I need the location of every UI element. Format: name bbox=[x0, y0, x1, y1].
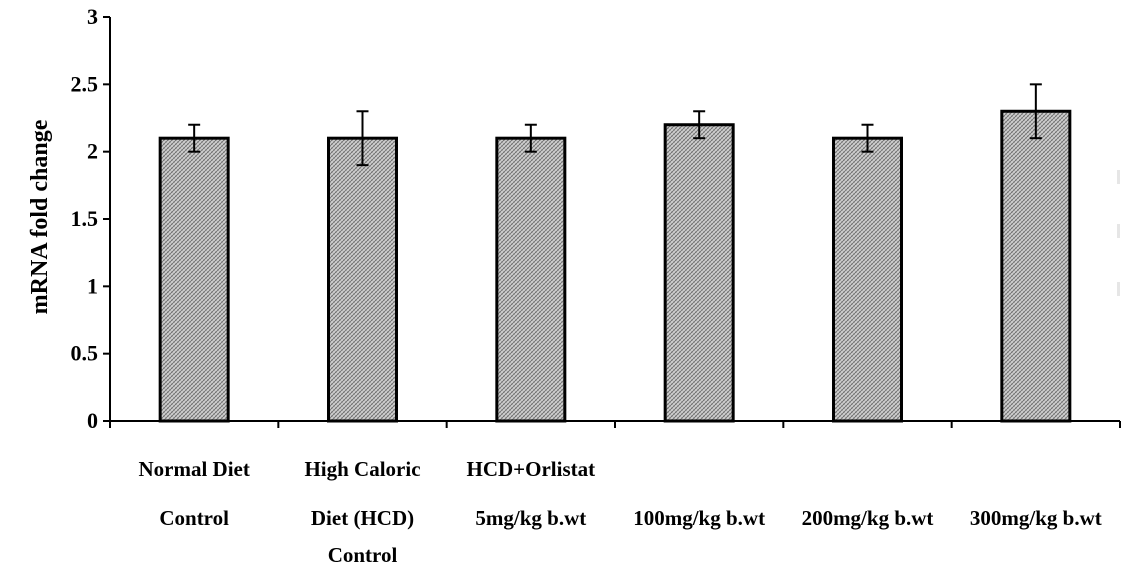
y-axis-ticks: 0 0.5 1 1.5 2 2.5 3 bbox=[71, 4, 110, 433]
bar bbox=[327, 136, 398, 423]
category-label-line: Diet (HCD) bbox=[311, 506, 414, 530]
category-label-line: 100mg/kg b.wt bbox=[633, 506, 765, 530]
category-label: 100mg/kg b.wt bbox=[633, 506, 765, 530]
category-label: High Caloric Diet (HCD) Control bbox=[304, 457, 420, 567]
x-axis-ticks bbox=[109, 421, 1121, 428]
y-tick-label: 2.5 bbox=[71, 71, 99, 96]
bar bbox=[832, 136, 903, 423]
y-tick-label: 0.5 bbox=[71, 341, 99, 366]
category-label: HCD+Orlistat 5mg/kg b.wt bbox=[467, 457, 596, 530]
y-tick-label: 2 bbox=[87, 139, 98, 164]
category-label-line: 5mg/kg b.wt bbox=[475, 506, 586, 530]
bar bbox=[495, 136, 567, 423]
y-tick-label: 0 bbox=[87, 408, 98, 433]
category-label-line: Control bbox=[159, 506, 229, 530]
bars bbox=[158, 109, 1072, 423]
y-tick-label: 1 bbox=[87, 273, 98, 298]
category-label-line: Normal Diet bbox=[138, 457, 249, 481]
category-label-line: HCD+Orlistat bbox=[467, 457, 596, 481]
category-label-line: 300mg/kg b.wt bbox=[970, 506, 1102, 530]
watermark-mark bbox=[1117, 170, 1120, 184]
category-label: Normal Diet Control bbox=[138, 457, 249, 530]
bar bbox=[1000, 109, 1072, 423]
bar bbox=[663, 123, 735, 423]
y-axis-title: mRNA fold change bbox=[27, 119, 53, 314]
category-label-line: 200mg/kg b.wt bbox=[802, 506, 934, 530]
y-tick-label: 3 bbox=[87, 4, 98, 29]
category-label-line: Control bbox=[328, 543, 398, 567]
error-bars bbox=[188, 83, 1042, 167]
watermark-mark bbox=[1117, 282, 1120, 296]
bar bbox=[158, 136, 230, 423]
y-tick-label: 1.5 bbox=[71, 206, 99, 231]
category-label: 200mg/kg b.wt bbox=[802, 506, 934, 530]
category-labels: Normal Diet Control High Caloric Diet (HCD)… bbox=[138, 457, 1101, 567]
category-label: 300mg/kg b.wt bbox=[970, 506, 1102, 530]
watermark-mark bbox=[1117, 224, 1120, 238]
category-label-line: High Caloric bbox=[304, 457, 420, 481]
